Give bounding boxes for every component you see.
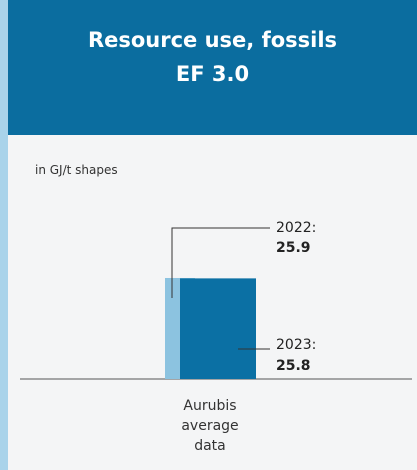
chart-title: Resource use, fossils [87, 28, 338, 52]
side-strip [0, 0, 8, 470]
unit-label: in GJ/t shapes [35, 163, 118, 177]
header: Resource use, fossils EF 3.0 [8, 0, 417, 135]
chart-subtitle: EF 3.0 [175, 62, 250, 86]
bar [180, 278, 256, 379]
category-label: Aurubis average data [181, 398, 239, 454]
value-label: 25.9 [276, 240, 311, 256]
leader-line [171, 227, 270, 298]
value-label: 25.8 [276, 358, 311, 374]
legend-label: 2023: [276, 337, 316, 353]
legend-label: 2022: [276, 220, 316, 236]
